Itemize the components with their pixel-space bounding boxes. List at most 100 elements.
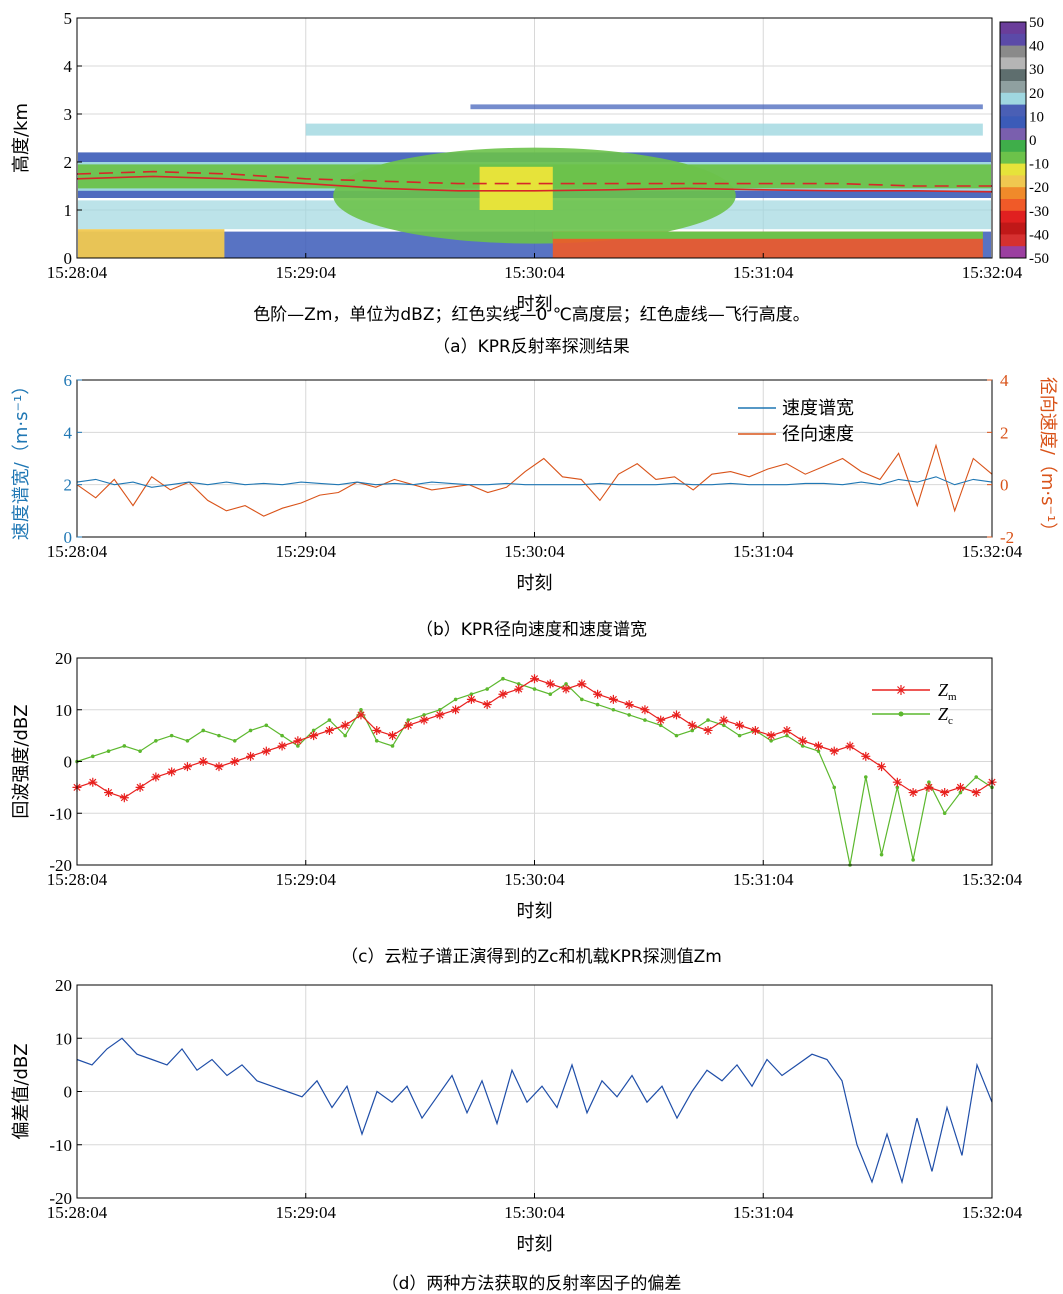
c-zc-point [832, 785, 837, 790]
c-zm-point [593, 689, 603, 699]
c-zc-point [816, 749, 821, 753]
a-colorbar-swatch [1000, 163, 1026, 176]
a-x-tick-label: 15:32:04 [962, 263, 1023, 282]
a-colorbar-swatch [1000, 104, 1026, 117]
c-zm-point [766, 731, 776, 741]
c-zc-point [453, 697, 458, 702]
c-zc-point [90, 754, 95, 759]
d-x-label: 时刻 [517, 1234, 553, 1255]
a-echo-core-high [479, 166, 553, 210]
c-zm-point [104, 788, 114, 798]
c-zm-point [277, 741, 287, 751]
c-zc-point [374, 739, 379, 743]
a-x-tick-label: 15:30:04 [504, 263, 565, 282]
a-colorbar-tick-label: 30 [1029, 62, 1044, 78]
c-zc-point [863, 775, 868, 779]
c-zc-point [974, 775, 979, 779]
d-series-bias [76, 1037, 993, 1185]
c-zc-point [674, 733, 679, 738]
a-colorbar-tick-label: 50 [1029, 15, 1044, 31]
c-zc-point [658, 723, 663, 728]
a-colorbar-swatch [1000, 234, 1026, 247]
a-y-tick-label: 0 [64, 249, 73, 268]
c-zc-point [611, 707, 616, 712]
c-zc-point [438, 707, 442, 712]
c-zm-point [372, 725, 382, 735]
c-zc-point [138, 749, 142, 753]
c-zm-point [940, 788, 950, 798]
c-zm-point [151, 772, 161, 782]
d-x-tick-label: 15:31:04 [733, 1203, 794, 1222]
c-x-tick-label: 15:31:04 [733, 870, 794, 889]
c-zm-point [340, 720, 350, 730]
c-zm-point [687, 720, 697, 730]
c-zm-point [719, 715, 729, 725]
c-zm-point [230, 757, 240, 766]
c-zc-point [895, 785, 900, 790]
c-zm-point [88, 777, 98, 787]
a-colorbar-swatch [1000, 22, 1026, 35]
b-series-spectrum-width [76, 476, 993, 488]
b-y-tick-label: 4 [64, 423, 73, 442]
c-zc-point [390, 744, 395, 748]
c-x-label: 时刻 [517, 901, 553, 922]
a-x-label: 时刻 [517, 294, 553, 315]
d-x-tick-label: 15:28:04 [47, 1203, 108, 1222]
c-zm-point [782, 725, 792, 735]
b-x-tick-label: 15:31:04 [733, 542, 794, 561]
c-zm-point [182, 762, 192, 772]
a-colorbar-swatch [1000, 45, 1026, 58]
d-y-tick-label: -10 [49, 1136, 72, 1155]
a-colorbar-tick-label: 20 [1029, 86, 1044, 102]
c-zm-point [750, 725, 760, 735]
a-colorbar-swatch [1000, 81, 1026, 94]
c-x-tick-label: 15:29:04 [276, 870, 337, 889]
c-zc-point [595, 702, 600, 707]
c-zc-point [280, 733, 284, 738]
c-zc-point [737, 733, 742, 738]
c-zm-point [198, 757, 208, 766]
c-zm-point [403, 720, 413, 730]
c-zm-point [388, 731, 398, 741]
c-zc-point [201, 728, 206, 733]
c-zm-point [656, 715, 666, 725]
c-zm-point [293, 736, 303, 746]
c-zc-point [706, 718, 710, 722]
b-y-right-tick-label: 4 [1000, 371, 1009, 390]
a-y-tick-label: 1 [64, 201, 73, 220]
c-zc-point [311, 728, 316, 733]
b-legend-label: 径向速度 [782, 424, 854, 445]
b-x-tick-label: 15:30:04 [504, 542, 565, 561]
c-zm-point [624, 700, 634, 710]
c-zc-point [327, 718, 332, 722]
c-zm-point [356, 710, 366, 720]
c-zm-point [466, 694, 476, 704]
c-zc-point [232, 739, 237, 743]
a-colorbar-swatch [1000, 246, 1026, 259]
c-y-tick-label: 10 [55, 701, 72, 720]
a-colorbar-tick-label: -40 [1029, 227, 1049, 243]
c-zc-point [769, 739, 773, 743]
c-zm-point [861, 751, 871, 761]
b-y-tick-label: 6 [64, 371, 73, 390]
a-colorbar-frame [999, 21, 1027, 259]
c-zm-point [545, 679, 555, 689]
c-zc-point [359, 707, 363, 712]
c-y-tick-label: -20 [49, 856, 72, 875]
c-zm-point [514, 684, 524, 694]
c-zc-point [958, 790, 963, 795]
c-zm-point [530, 674, 539, 684]
d-y-label: 偏差值/dBZ [11, 1043, 32, 1139]
c-legend-label: Zc [938, 704, 953, 727]
a-colorbar-swatch [1000, 116, 1026, 129]
c-zm-point [971, 788, 981, 798]
c-zm-point [735, 720, 745, 730]
b-y-tick-label: 2 [64, 476, 73, 495]
c-y-label: 回波强度/dBZ [11, 704, 32, 818]
c-zc-point [169, 733, 174, 738]
b-x-tick-label: 15:32:04 [962, 542, 1023, 561]
c-legend-marker [898, 711, 904, 717]
c-x-tick-label: 15:28:04 [47, 870, 108, 889]
c-zc-point [927, 780, 931, 784]
c-zc-point [154, 739, 158, 743]
